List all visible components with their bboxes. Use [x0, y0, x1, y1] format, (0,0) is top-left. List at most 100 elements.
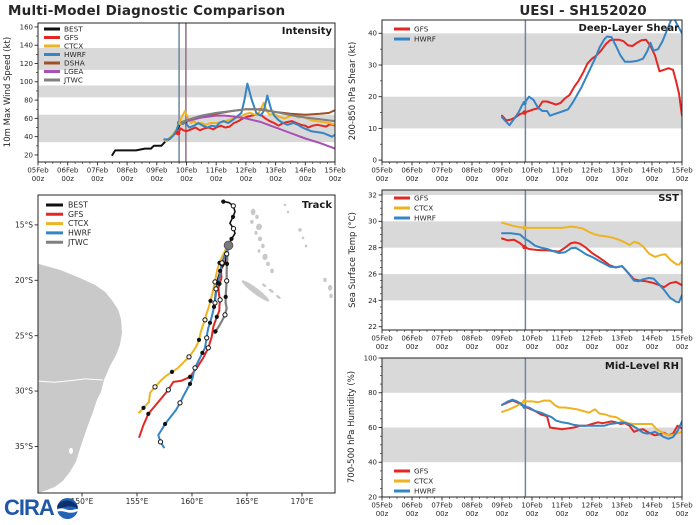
init-dot-GFS: [522, 110, 527, 115]
island-8: [254, 230, 258, 235]
x-tick-label-date: 11Feb: [551, 335, 573, 343]
x-tick-label-hour: 00z: [299, 175, 312, 183]
x-tick-label-hour: 00z: [586, 343, 599, 351]
track-marker-HWRF: [204, 335, 210, 341]
legend-label-HWRF: HWRF: [68, 229, 92, 238]
legend-item-HWRF: HWRF: [394, 487, 436, 496]
series-group: [501, 20, 682, 127]
y-tick-label: 28: [368, 244, 377, 252]
x-tick-label-date: 10Feb: [521, 335, 543, 343]
legend-item-CTCX: CTCX: [46, 219, 89, 228]
coastal-lake: [69, 447, 73, 454]
y-axis-label: 700-500 hPa Humidity (%): [347, 371, 357, 483]
x-tick-label-hour: 00z: [269, 175, 282, 183]
x-tick-label-hour: 00z: [646, 343, 659, 351]
island-10: [261, 243, 265, 249]
y-tick-label: 160: [20, 23, 33, 31]
track-marker-BEST: [230, 203, 236, 209]
lat-tick-label: 35°S: [15, 442, 33, 451]
series-LGEA: [178, 114, 335, 150]
y-tick-label: 0: [373, 156, 377, 164]
axis-ticks: 01020304005Feb00z06Feb00z07Feb00z08Feb00…: [368, 30, 693, 183]
x-tick-label-hour: 00z: [436, 510, 449, 518]
lon-tick-label: 160°E: [181, 497, 204, 506]
y-tick-label: 40: [368, 30, 377, 38]
track-GFS: [138, 245, 230, 439]
x-tick-label-date: 05Feb: [371, 335, 393, 343]
track-marker-JTWC: [223, 294, 228, 299]
legend-item-CTCX: CTCX: [44, 42, 83, 51]
x-tick-label-date: 07Feb: [431, 335, 453, 343]
track-marker-JTWC: [224, 278, 230, 284]
x-tick-label-date: 08Feb: [461, 335, 483, 343]
x-tick-label-date: 11Feb: [206, 167, 228, 175]
state-border-line: [38, 378, 103, 383]
legend-item-GFS: GFS: [394, 194, 429, 203]
legend-label-CTCX: CTCX: [414, 204, 433, 213]
x-tick-label-date: 10Feb: [521, 502, 543, 510]
x-tick-label-date: 14Feb: [641, 167, 663, 175]
x-tick-label-hour: 00z: [676, 343, 689, 351]
category-band-0: [382, 96, 682, 129]
category-band-0: [382, 427, 682, 463]
track-marker-BEST: [230, 214, 236, 219]
axis-ticks: 2040608010005Feb00z06Feb00z07Feb00z08Feb…: [364, 354, 694, 518]
x-tick-label-hour: 00z: [676, 510, 689, 518]
legend-label-HWRF: HWRF: [414, 35, 436, 44]
legend-label-GFS: GFS: [414, 25, 429, 34]
legend-item-GFS: GFS: [394, 467, 429, 476]
panel-rh: 2040608010005Feb00z06Feb00z07Feb00z08Feb…: [347, 354, 693, 518]
series-HWRF: [501, 398, 682, 440]
x-tick-label-hour: 00z: [210, 175, 223, 183]
panel-track: 150°E 155°E 160°E 165°E 170°E 15°S 20°S 25°S 30°…: [15, 194, 336, 506]
legend-item-CTCX: CTCX: [394, 477, 433, 486]
series-GFS: [501, 38, 682, 122]
y-tick-label: 32: [368, 191, 377, 199]
x-tick-label-date: 07Feb: [87, 167, 109, 175]
category-band-2: [382, 190, 682, 196]
series-GFS: [501, 237, 682, 289]
x-tick-label-date: 12Feb: [581, 335, 603, 343]
x-tick-label-date: 10Feb: [176, 167, 198, 175]
legend-label-HWRF: HWRF: [414, 214, 436, 223]
track-marker-HWRF: [215, 280, 221, 285]
panel-border: [37, 194, 336, 494]
track-marker-HWRF: [187, 381, 193, 386]
island-0: [241, 280, 270, 302]
series-JTWC: [178, 108, 335, 124]
x-tick-label-date: 13Feb: [611, 167, 633, 175]
track-marker-GFS: [214, 314, 219, 319]
x-tick-label-hour: 00z: [436, 175, 449, 183]
x-tick-label-hour: 00z: [496, 343, 509, 351]
lon-tick-label: 165°E: [236, 497, 259, 506]
x-tick-label-hour: 00z: [496, 510, 509, 518]
island-9: [257, 236, 263, 242]
track-marker-BEST: [229, 236, 234, 241]
x-tick-label-hour: 00z: [616, 175, 629, 183]
panel-title: SST: [658, 193, 679, 204]
track-marker-HWRF: [207, 320, 213, 325]
x-tick-label-hour: 00z: [466, 175, 479, 183]
island-6: [250, 219, 254, 224]
legend-label-JTWC: JTWC: [63, 76, 83, 85]
australia-landmass: [38, 263, 122, 493]
x-tick-label-hour: 00z: [616, 510, 629, 518]
lat-tick-label: 25°S: [15, 331, 33, 340]
x-tick-label-date: 11Feb: [551, 502, 573, 510]
category-band-1: [382, 358, 682, 393]
island-16: [286, 210, 290, 214]
init-dot-GFS: [175, 130, 181, 136]
x-tick-label-hour: 00z: [526, 175, 539, 183]
x-tick-label-hour: 00z: [526, 510, 539, 518]
init-dot-CTCX: [522, 399, 527, 404]
legend-label-CTCX: CTCX: [64, 42, 83, 51]
init-dot-JTWC: [180, 120, 185, 126]
track-marker-GFS: [205, 345, 211, 351]
x-tick-label-date: 08Feb: [116, 167, 138, 175]
island-19: [304, 244, 308, 248]
track-marker-GFS: [165, 387, 171, 393]
track-marker-BEST: [230, 226, 237, 232]
track-marker-BEST: [211, 304, 217, 309]
x-tick-label-date: 07Feb: [431, 502, 453, 510]
